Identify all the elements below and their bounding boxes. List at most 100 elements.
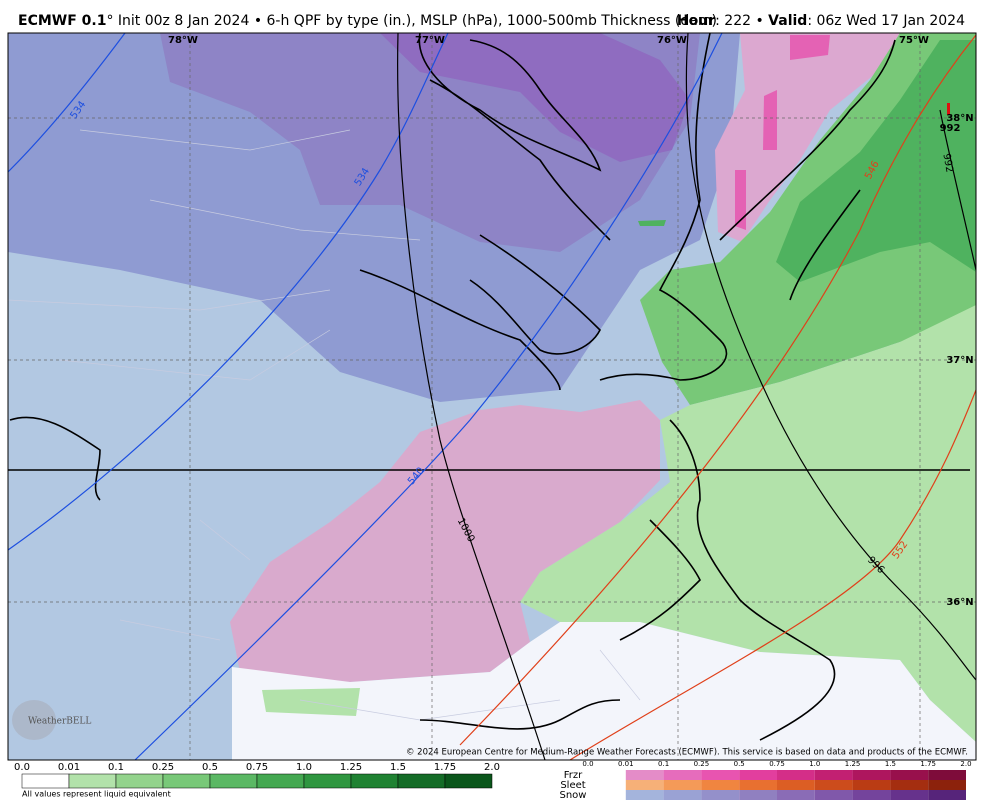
mix-swatch	[663, 790, 702, 800]
rain-swatch	[444, 773, 493, 789]
longitude-label: 75°W	[899, 35, 929, 46]
mix-tick-label: 1.5	[885, 760, 896, 768]
mix-swatch	[890, 770, 929, 780]
mix-swatch	[890, 780, 929, 790]
thickness-546	[459, 34, 976, 746]
mix-swatch	[928, 770, 966, 780]
pressure-label: 992	[940, 123, 961, 134]
mix-swatch	[663, 770, 702, 780]
frzr-heavy	[735, 170, 746, 230]
valid: : 06z Wed 17 Jan 2024	[807, 13, 965, 29]
mix-swatch	[814, 770, 853, 780]
mix-swatch	[814, 780, 853, 790]
precip-type-label: Frzr	[564, 770, 583, 781]
isobar-996	[685, 33, 976, 681]
mix-tick-label: 1.0	[809, 760, 820, 768]
precip-type-label: Sleet	[560, 780, 585, 791]
description: ° Init 00z 8 Jan 2024 • 6-h QPF by type …	[106, 13, 717, 29]
mix-swatch	[739, 790, 777, 800]
longitude-label: 76°W	[657, 35, 687, 46]
mix-swatch	[852, 790, 891, 800]
rain-tick-label: 0.25	[152, 762, 174, 773]
mix-tick-label: 0.75	[769, 760, 785, 768]
rain-swatch	[397, 773, 446, 789]
mix-tick-label: 1.25	[845, 760, 861, 768]
mix-swatch	[777, 790, 815, 800]
rain-light	[520, 305, 976, 742]
rain-swatch	[21, 773, 70, 789]
rain-tick-label: 2.0	[484, 762, 500, 773]
thickness-552	[569, 389, 976, 760]
rain-heavy	[638, 220, 666, 226]
mix-swatch	[625, 790, 664, 800]
logo-globe	[12, 700, 56, 740]
mix-swatch	[928, 780, 966, 790]
rain-tick-label: 0.5	[202, 762, 218, 773]
rain-swatch	[256, 773, 305, 789]
frzr-heavy	[763, 90, 777, 150]
mix-purple-dark	[380, 33, 690, 162]
rain-tick-label: 1.25	[340, 762, 362, 773]
mix-swatch	[739, 780, 777, 790]
precip-type-label: Snow	[560, 790, 587, 801]
header-right: Hour: 222 • Valid: 06z Wed 17 Jan 2024	[677, 13, 965, 29]
hour: : 222 •	[715, 13, 768, 29]
latitude-label: 36°N	[946, 597, 973, 608]
rain-swatch	[303, 773, 352, 789]
longitude-label: 77°W	[415, 35, 445, 46]
no-precip	[232, 622, 976, 760]
mix-swatch	[890, 790, 929, 800]
mix-tick-label: 1.75	[920, 760, 936, 768]
mix-swatch	[777, 780, 815, 790]
thickness-534	[8, 33, 449, 551]
map: © 2024 European Centre for Medium-Range …	[7, 32, 977, 761]
mix-tick-label: 0.1	[658, 760, 669, 768]
rain-swatch	[350, 773, 399, 789]
copyright: © 2024 European Centre for Medium-Range …	[406, 748, 968, 758]
logo-text: WeatherBELL	[28, 717, 91, 727]
mix-swatch	[852, 770, 891, 780]
mix-swatch	[625, 780, 664, 790]
model: ECMWF 0.1	[18, 13, 106, 29]
frzr-heavy	[790, 35, 830, 60]
valid-label: Valid	[768, 13, 807, 29]
rain-tick-label: 1.0	[296, 762, 312, 773]
hour-label: Hour	[677, 13, 715, 29]
latitude-label: 37°N	[946, 355, 973, 366]
rain-tick-label: 0.01	[58, 762, 80, 773]
rain-tick-label: 1.5	[390, 762, 406, 773]
logo: WeatherBELL	[12, 700, 91, 740]
rain-tick-label: 0.0	[14, 762, 30, 773]
thickness-534	[8, 33, 126, 173]
header-left: ECMWF 0.1° Init 00z 8 Jan 2024 • 6-h QPF…	[18, 13, 717, 29]
mix-swatch	[625, 770, 664, 780]
mix-swatch	[701, 790, 740, 800]
mix-swatch	[777, 770, 815, 780]
rain-tick-label: 0.1	[108, 762, 124, 773]
isobar-992	[939, 109, 976, 271]
rain-swatch	[162, 773, 211, 789]
coastline	[9, 33, 896, 741]
rain-tick-label: 1.75	[434, 762, 456, 773]
thickness-540	[134, 33, 723, 760]
mix-swatch	[701, 780, 740, 790]
isobar-1000	[397, 33, 546, 760]
rain-swatch	[68, 773, 117, 789]
frzr-light	[715, 33, 900, 242]
rain-swatch	[115, 773, 164, 789]
map-frame	[7, 32, 977, 761]
mix-tick-label: 0.5	[734, 760, 745, 768]
rain-heavy	[776, 40, 976, 282]
mix-tick-label: 2.0	[960, 760, 971, 768]
mix-swatch	[701, 770, 740, 780]
mix-swatch	[852, 780, 891, 790]
longitude-label: 78°W	[168, 35, 198, 46]
latitude-label: 38°N	[946, 113, 973, 124]
rain-swatch	[209, 773, 258, 789]
rain-tick-label: 0.75	[246, 762, 268, 773]
low-marker	[947, 103, 950, 115]
mix-swatch	[928, 790, 966, 800]
mix-tick-label: 0.25	[694, 760, 710, 768]
mix-swatch	[663, 780, 702, 790]
